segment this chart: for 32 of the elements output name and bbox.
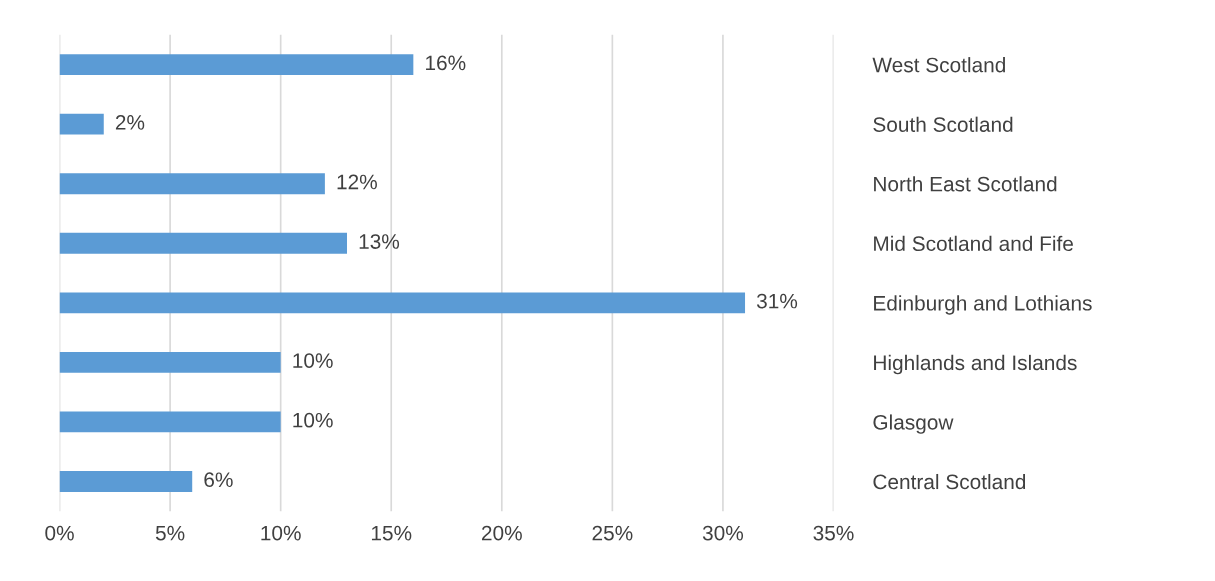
data-label: 16% bbox=[426, 55, 466, 71]
bar bbox=[59, 411, 281, 433]
data-label: 13% bbox=[359, 234, 400, 249]
x-tick-label: 10% bbox=[261, 525, 301, 541]
bar bbox=[59, 351, 281, 373]
x-tick-label: 5% bbox=[155, 525, 185, 541]
data-label: 31% bbox=[756, 293, 798, 309]
x-tick-label: 25% bbox=[592, 525, 633, 541]
bar bbox=[59, 54, 414, 76]
y-tick-label: South Scotland bbox=[873, 116, 1013, 132]
x-tick-label: 35% bbox=[813, 525, 854, 541]
data-label: 10% bbox=[293, 353, 333, 368]
y-tick-label: Edinburgh and Lothians bbox=[874, 295, 1092, 315]
data-label: 10% bbox=[293, 412, 333, 428]
bar bbox=[59, 292, 746, 314]
y-tick-label: West Scotland bbox=[872, 57, 1005, 73]
data-label: 12% bbox=[337, 174, 377, 190]
y-tick-label: Central Scotland bbox=[873, 473, 1026, 490]
y-tick-label: Glasgow bbox=[873, 414, 954, 434]
y-tick-label: North East Scotland bbox=[874, 176, 1057, 192]
x-tick-label: 0% bbox=[45, 525, 74, 541]
data-label: 6% bbox=[204, 472, 233, 488]
y-tick-label: Highlands and Islands bbox=[874, 354, 1077, 375]
bar bbox=[59, 113, 104, 135]
x-tick-label: 30% bbox=[702, 525, 744, 541]
bar bbox=[59, 471, 193, 492]
data-label: 2% bbox=[115, 115, 145, 130]
x-tick-label: 15% bbox=[371, 525, 412, 541]
bar bbox=[59, 232, 347, 254]
bar bbox=[59, 173, 325, 195]
x-tick-label: 20% bbox=[482, 525, 522, 541]
y-tick-label: Mid Scotland and Fife bbox=[874, 235, 1073, 252]
